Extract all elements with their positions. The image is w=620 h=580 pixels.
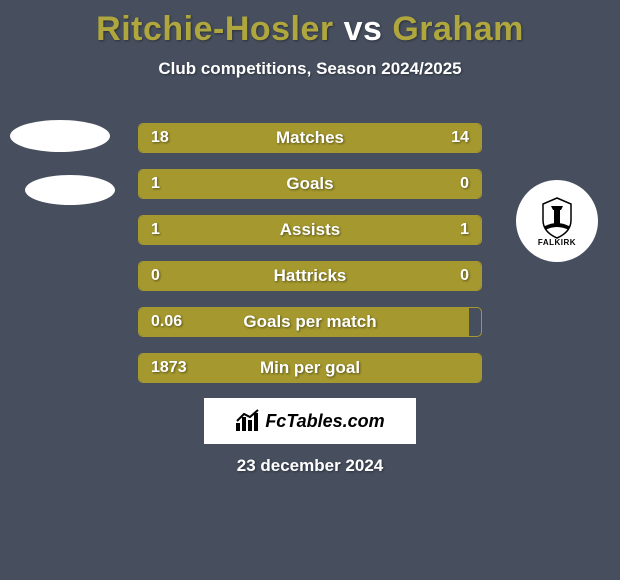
player1-name: Ritchie-Hosler [96,10,334,48]
left-club-logo-1 [10,120,110,152]
stat-row: 0.06Goals per match [138,307,482,337]
vs-text: vs [334,10,393,48]
stats-bars-container: 1814Matches 10Goals 11Assists 00Hattricks 0.… [138,123,482,399]
player2-name: Graham [392,10,524,48]
right-club-name: FALKIRK [538,238,576,247]
stat-row: 00Hattricks [138,261,482,291]
right-club-logo: FALKIRK [516,180,598,262]
date-label: 23 december 2024 [0,456,620,476]
stat-row: 1873Min per goal [138,353,482,383]
stat-label: Min per goal [139,354,481,382]
stat-label: Matches [139,124,481,152]
stat-row: 1814Matches [138,123,482,153]
stat-row: 11Assists [138,215,482,245]
fctables-text: FcTables.com [265,411,384,432]
comparison-title: Ritchie-Hosler vs Graham [0,0,620,49]
fctables-badge: FcTables.com [204,398,416,444]
left-club-logo-2 [25,175,115,205]
stat-label: Assists [139,216,481,244]
stat-label: Goals per match [139,308,481,336]
stat-label: Goals [139,170,481,198]
subtitle: Club competitions, Season 2024/2025 [0,59,620,79]
stat-row: 10Goals [138,169,482,199]
fctables-chart-icon [235,409,261,433]
stat-label: Hattricks [139,262,481,290]
falkirk-crest-icon [537,196,577,240]
